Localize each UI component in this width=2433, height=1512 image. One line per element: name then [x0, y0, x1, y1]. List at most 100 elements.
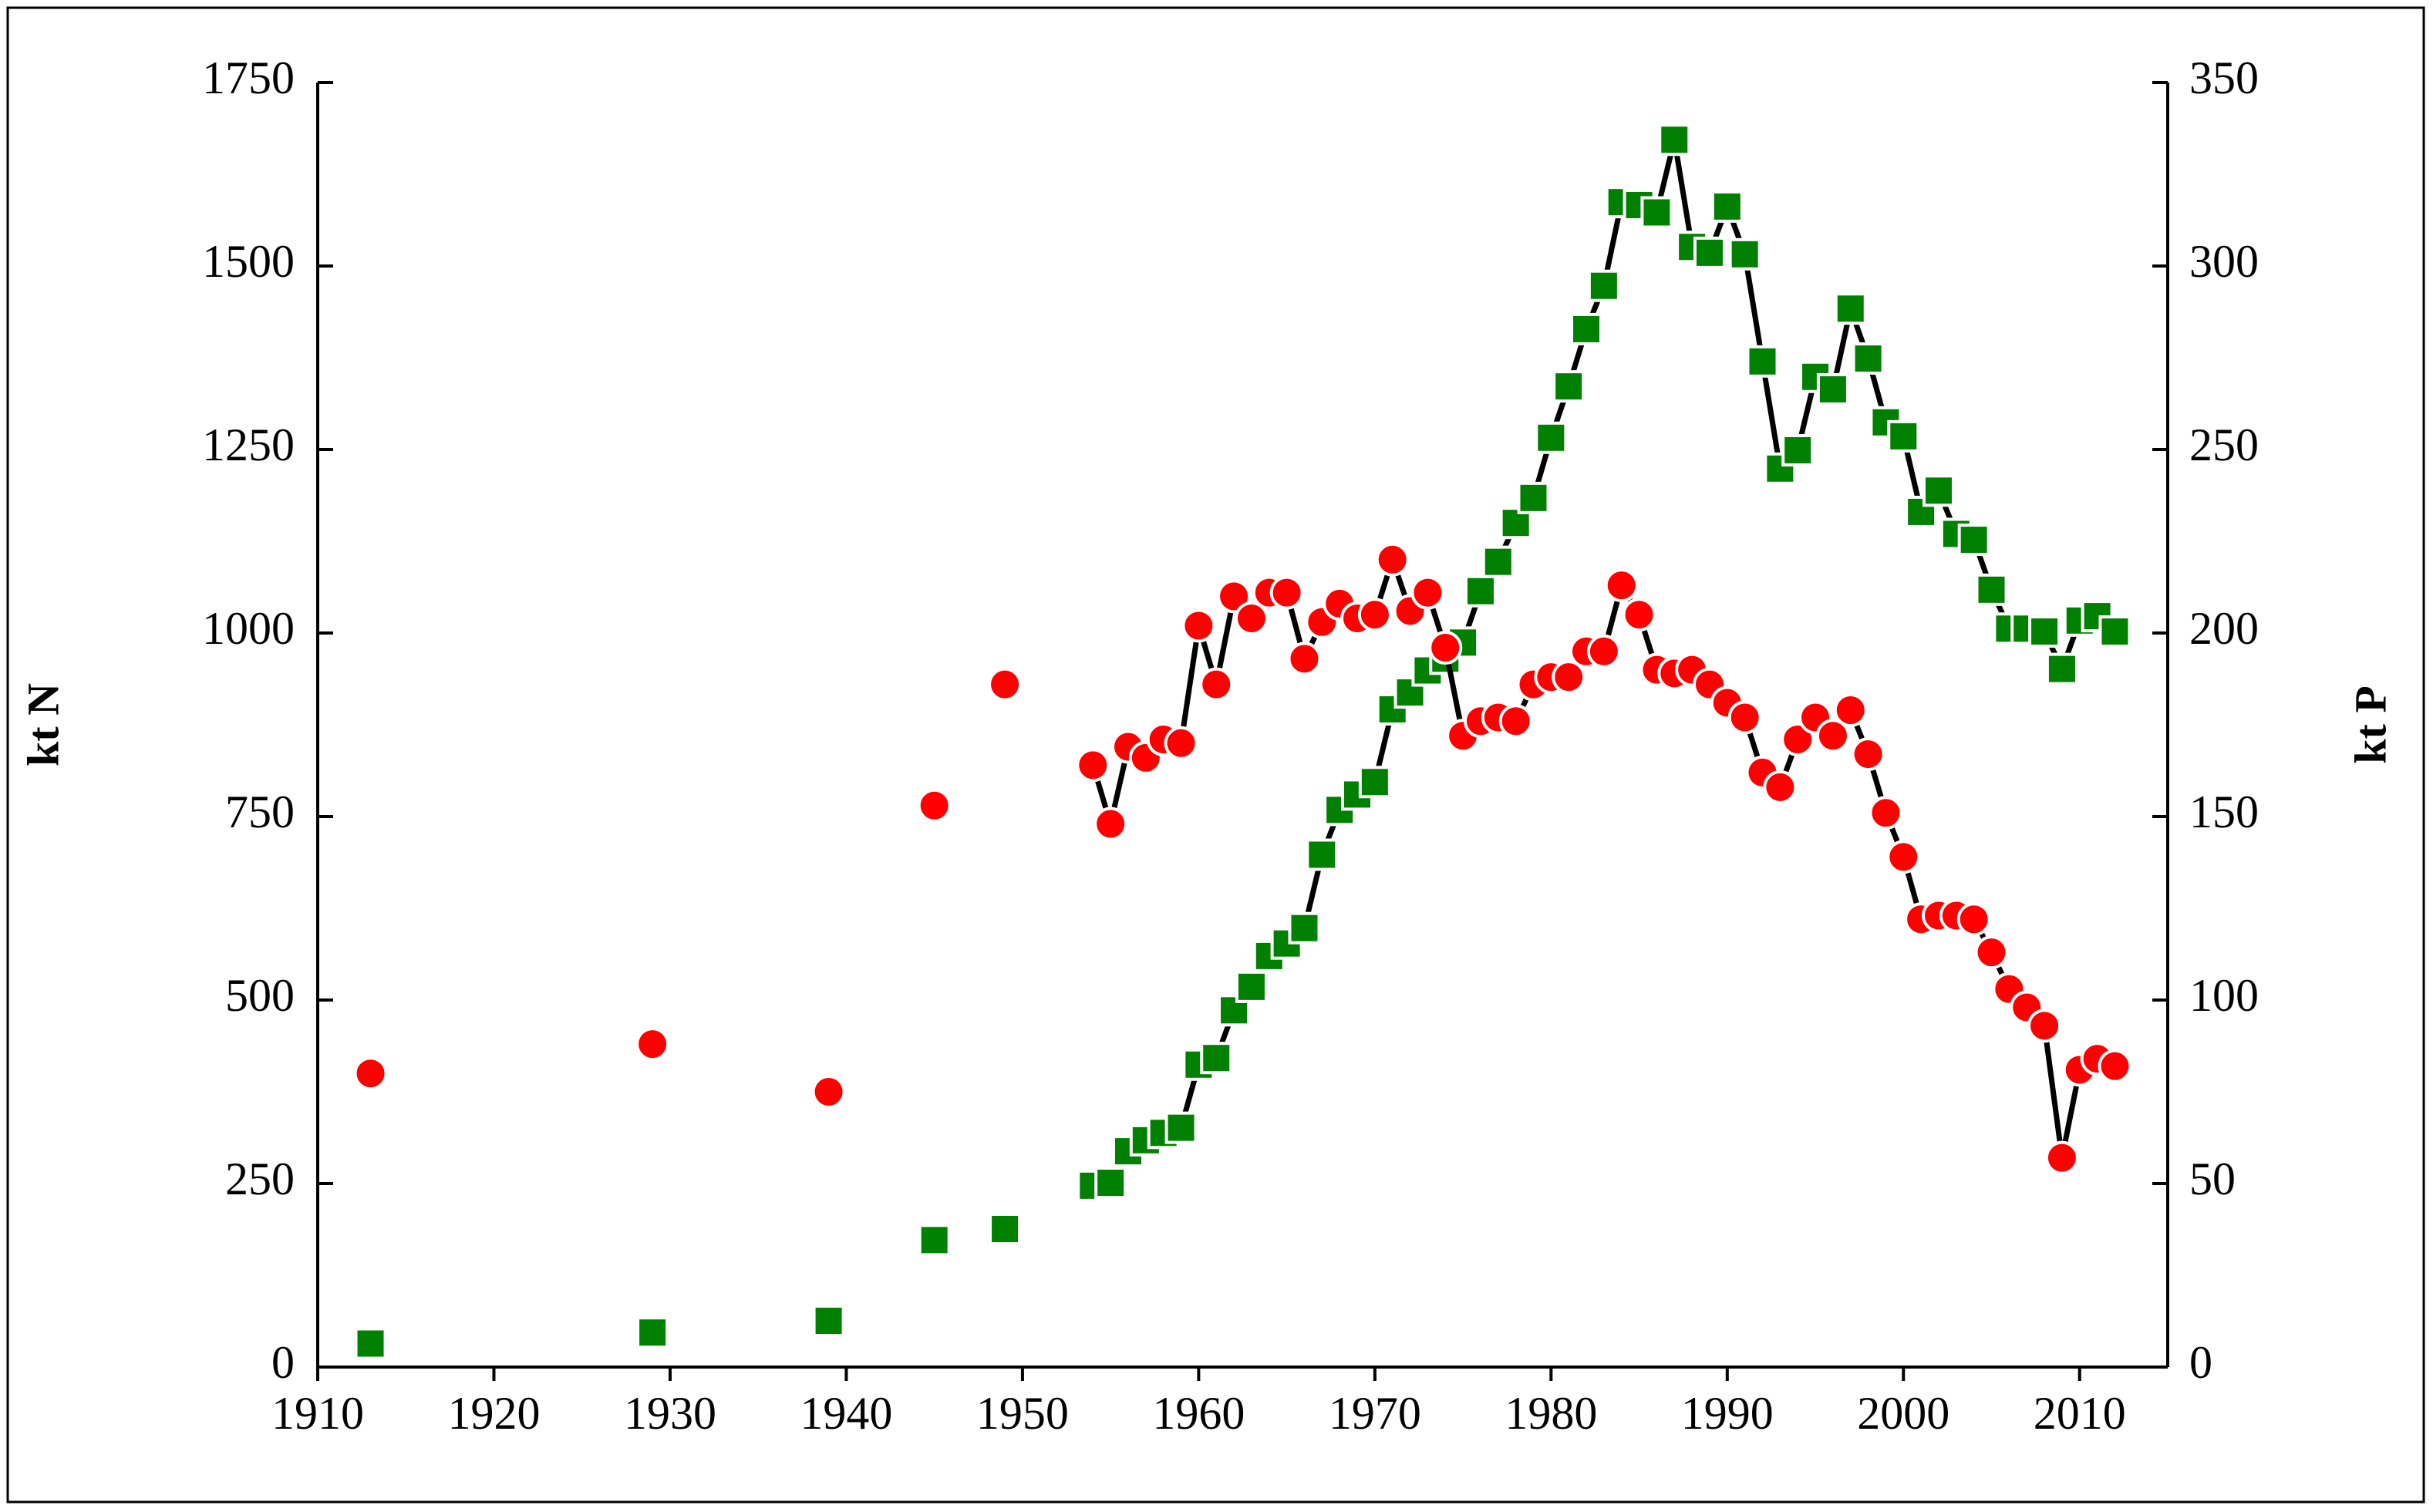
square-marker: [918, 1224, 951, 1257]
circle-marker: [1199, 667, 1234, 702]
y-tick-label: 1250: [202, 419, 295, 470]
circle-marker: [1869, 796, 1903, 830]
square-marker: [1957, 524, 1990, 557]
x-tick-label: 1990: [1681, 1388, 1774, 1439]
y2-tick-label: 200: [2189, 603, 2259, 654]
circle-marker: [2044, 1140, 2079, 1175]
square-marker: [1922, 474, 1955, 507]
frame: [6, 6, 2425, 1504]
y-tick-label: 500: [225, 970, 295, 1021]
x-tick-label: 1980: [1505, 1388, 1597, 1439]
circle-marker: [1604, 568, 1639, 603]
circle-marker: [1375, 542, 1410, 577]
circle-marker: [1974, 935, 2009, 970]
circle-marker: [1815, 719, 1850, 753]
y2-tick-label: 350: [2189, 52, 2259, 103]
square-marker: [2045, 652, 2078, 685]
x-tick-label: 1970: [1329, 1388, 1421, 1439]
x-tick-label: 2000: [1857, 1388, 1949, 1439]
square-marker: [989, 1213, 1022, 1246]
square-marker: [1358, 766, 1391, 799]
square-marker: [1764, 452, 1797, 485]
circle-marker: [1833, 692, 1868, 727]
y2-tick-label: 100: [2189, 970, 2259, 1021]
square-marker: [1517, 481, 1550, 514]
circle-marker: [635, 1027, 670, 1062]
circle-marker: [1727, 700, 1762, 735]
circle-marker: [1269, 575, 1304, 610]
y-tick-label: 0: [271, 1337, 295, 1388]
x-tick-label: 1920: [447, 1388, 540, 1439]
x-tick-label: 1940: [800, 1388, 892, 1439]
y2-tick-label: 250: [2189, 419, 2259, 470]
y2-axis-title: kt P: [2345, 685, 2395, 764]
square-marker: [1781, 433, 1815, 466]
y-tick-label: 750: [225, 786, 295, 837]
circle-marker: [1763, 769, 1798, 804]
circle-marker: [1552, 660, 1586, 695]
y-tick-label: 1500: [202, 236, 295, 287]
y-tick-label: 1000: [202, 603, 295, 654]
square-marker: [1587, 269, 1620, 302]
square-marker: [1746, 345, 1779, 378]
circle-marker: [1586, 634, 1621, 668]
circle-marker: [811, 1075, 846, 1109]
square-marker: [1235, 970, 1268, 1003]
square-marker: [1464, 574, 1497, 608]
square-marker: [1710, 190, 1744, 223]
circle-marker: [988, 667, 1023, 702]
square-marker: [1693, 236, 1726, 269]
square-marker: [1552, 370, 1585, 403]
square-marker: [1288, 911, 1321, 945]
circle-marker: [353, 1056, 388, 1091]
square-marker: [1164, 1111, 1198, 1144]
square-marker: [2098, 615, 2131, 648]
square-marker: [1887, 419, 1920, 453]
circle-marker: [1428, 631, 1463, 665]
square-marker: [1094, 1167, 1127, 1200]
circle-marker: [1851, 737, 1885, 772]
square-marker: [1481, 545, 1515, 578]
circle-marker: [1357, 598, 1392, 632]
circle-marker: [1287, 642, 1322, 676]
square-marker: [812, 1305, 845, 1338]
circle-marker: [1956, 902, 1991, 937]
circle-marker: [917, 788, 952, 823]
square-marker: [1834, 292, 1867, 325]
circle-marker: [1164, 726, 1198, 760]
square-marker: [1658, 123, 1691, 157]
square-marker: [1306, 838, 1339, 871]
y-axis-title: kt N: [18, 683, 68, 766]
x-tick-label: 1950: [976, 1388, 1069, 1439]
x-tick-label: 2010: [2034, 1388, 2126, 1439]
square-marker: [1535, 421, 1568, 454]
x-tick-label: 1910: [271, 1388, 364, 1439]
square-marker: [1852, 342, 1885, 375]
circle-marker: [1410, 575, 1445, 610]
x-tick-label: 1960: [1152, 1388, 1245, 1439]
y-tick-label: 1750: [202, 52, 295, 103]
square-marker: [636, 1316, 669, 1349]
circle-marker: [1498, 704, 1533, 739]
square-marker: [1975, 573, 2008, 606]
circle-marker: [1781, 722, 1815, 757]
square-marker: [1570, 312, 1603, 345]
square-marker: [1728, 237, 1761, 271]
square-marker: [2028, 615, 2061, 648]
circle-marker: [1181, 608, 1216, 643]
y-tick-label: 250: [225, 1153, 295, 1204]
circle-marker: [1622, 598, 1656, 632]
circle-marker: [1094, 807, 1128, 841]
y2-tick-label: 50: [2189, 1153, 2236, 1204]
circle-marker: [1886, 840, 1921, 874]
y2-tick-label: 300: [2189, 236, 2259, 287]
x-tick-label: 1930: [624, 1388, 716, 1439]
square-marker: [1816, 372, 1849, 406]
square-marker: [354, 1327, 387, 1360]
circle-marker: [1217, 579, 1252, 614]
circle-marker: [2098, 1049, 2132, 1083]
y2-tick-label: 150: [2189, 786, 2259, 837]
circle-marker: [1234, 601, 1269, 635]
circle-marker: [1076, 748, 1110, 783]
